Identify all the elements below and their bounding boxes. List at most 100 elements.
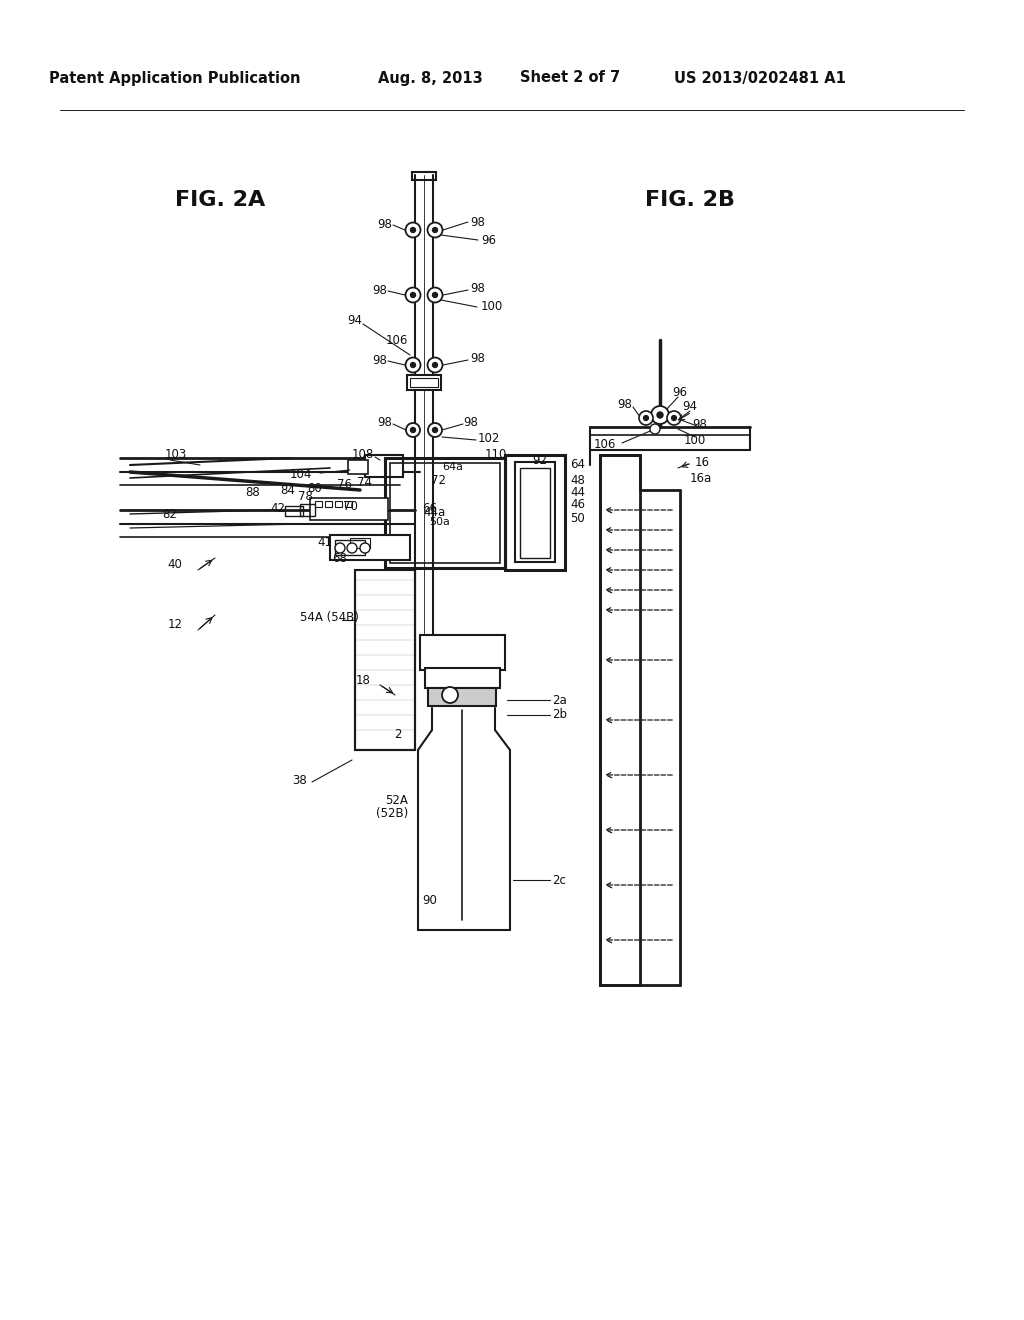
Circle shape [651,407,669,424]
Circle shape [406,358,421,372]
Text: 76: 76 [338,478,352,491]
Circle shape [335,543,345,553]
Text: 50a: 50a [429,517,451,527]
Circle shape [432,428,437,433]
Bar [428,688,496,706]
Bar [412,172,436,180]
Bar [345,502,352,507]
Text: 38: 38 [293,774,307,787]
Text: 16a: 16a [690,471,713,484]
Bar [325,502,332,507]
Circle shape [427,358,442,372]
Bar [335,502,342,507]
Text: 102: 102 [478,432,501,445]
Text: 98: 98 [471,281,485,294]
Text: 98: 98 [378,416,392,429]
Text: 64a: 64a [442,462,464,473]
Text: 74: 74 [357,475,373,488]
Bar [348,459,368,474]
Circle shape [432,293,437,297]
Text: 98: 98 [692,418,708,432]
Circle shape [667,411,681,425]
Circle shape [406,223,421,238]
Bar [350,539,370,548]
Text: 104: 104 [290,469,312,482]
Text: Patent Application Publication: Patent Application Publication [49,70,301,86]
Circle shape [428,422,442,437]
Text: 44: 44 [570,486,585,499]
Text: 41: 41 [317,536,333,549]
Bar [365,455,403,477]
Circle shape [442,686,458,704]
Text: 96: 96 [673,387,687,400]
Text: 106: 106 [386,334,409,346]
Circle shape [650,424,660,434]
Circle shape [347,543,357,553]
Text: 90: 90 [423,894,437,907]
Text: 103: 103 [165,449,187,462]
Circle shape [639,411,653,425]
Bar [310,498,388,520]
Bar [600,455,640,985]
Circle shape [411,363,416,367]
Circle shape [406,422,420,437]
Circle shape [406,288,421,302]
Text: 100: 100 [481,300,503,313]
Text: 54A (54B): 54A (54B) [300,611,358,624]
Bar [410,378,438,387]
Text: 98: 98 [373,354,387,367]
Text: 64: 64 [570,458,585,471]
Circle shape [432,227,437,232]
Circle shape [672,416,677,421]
Text: 98: 98 [617,399,633,412]
Text: US 2013/0202481 A1: US 2013/0202481 A1 [674,70,846,86]
Text: 82: 82 [163,508,177,521]
Text: FIG. 2A: FIG. 2A [175,190,265,210]
Text: 98: 98 [373,284,387,297]
Circle shape [411,293,416,297]
Text: 80: 80 [307,482,323,495]
Text: 98: 98 [464,416,478,429]
Bar [300,504,315,516]
Text: 106: 106 [594,438,616,451]
Bar [355,570,415,750]
Bar [335,540,365,554]
Text: (52B): (52B) [376,807,408,820]
Text: 110: 110 [485,449,507,462]
Bar [425,668,500,688]
Text: 2b: 2b [552,709,567,722]
Text: 18: 18 [355,673,371,686]
Circle shape [360,543,370,553]
Text: 78: 78 [298,490,312,503]
Text: 96: 96 [481,234,496,247]
Text: 88: 88 [246,486,260,499]
Bar [330,535,410,560]
Text: 94: 94 [347,314,362,326]
Text: 66: 66 [423,502,437,515]
Text: Aug. 8, 2013: Aug. 8, 2013 [378,70,482,86]
Text: 50: 50 [570,511,585,524]
Text: 46: 46 [570,499,585,511]
Bar [390,463,500,564]
Text: 12: 12 [168,619,182,631]
Bar [420,635,505,671]
Bar [385,458,505,568]
Bar [515,462,555,562]
Bar [285,506,303,516]
Text: 98: 98 [378,219,392,231]
Bar [520,469,550,558]
Text: 40: 40 [168,558,182,572]
Text: 68: 68 [333,552,347,565]
Circle shape [432,363,437,367]
Text: 42: 42 [270,502,285,515]
Text: 108: 108 [352,449,374,462]
Text: Sheet 2 of 7: Sheet 2 of 7 [520,70,621,86]
Text: 16: 16 [695,455,710,469]
Text: 72: 72 [430,474,445,487]
Text: 100: 100 [684,433,707,446]
Text: 52A: 52A [385,793,408,807]
Text: 2c: 2c [552,874,566,887]
Text: 94: 94 [683,400,697,413]
Bar [407,375,441,389]
Circle shape [643,416,648,421]
